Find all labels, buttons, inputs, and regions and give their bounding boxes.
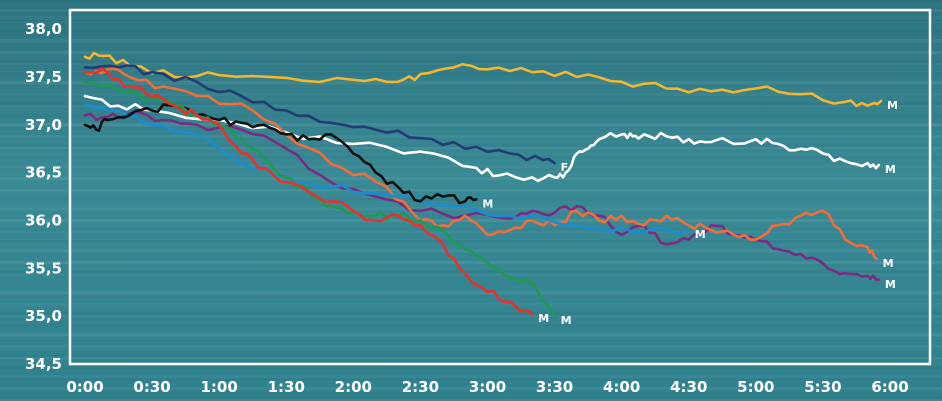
series-line (83, 51, 883, 108)
x-tick-label: 1:30 (268, 378, 305, 396)
series-end-label: M (561, 314, 572, 327)
texture-streak (0, 270, 942, 274)
texture-streak (0, 105, 942, 107)
texture-streak (0, 303, 942, 306)
texture-streak (0, 18, 942, 22)
texture-streak (0, 315, 942, 317)
texture-streak (0, 84, 942, 86)
series-end-label: M (887, 99, 898, 112)
texture-streak (0, 126, 942, 128)
x-axis: 0:00 0:30 1:00 1:30 2:00 2:30 3:00 3:30 4:00 4:30… (66, 378, 908, 396)
series-end-label: M (482, 197, 493, 210)
texture-streak (0, 210, 942, 212)
texture-streak (0, 123, 942, 127)
texture-streak (0, 81, 942, 85)
series-layer (83, 51, 883, 318)
y-axis: 34,5 35,0 35,5 36,0 36,5 37,0 37,5 38,0 (25, 20, 62, 373)
x-tick-label: 3:00 (469, 378, 506, 396)
y-tick-label: 37,0 (25, 116, 62, 134)
series-end-label: F (561, 161, 569, 174)
y-tick-label: 37,5 (25, 68, 62, 86)
texture-streak (0, 189, 942, 191)
texture-streak (0, 186, 942, 190)
texture-streak (0, 312, 942, 316)
x-tick-label: 5:30 (804, 378, 841, 396)
y-tick-label: 35,0 (25, 307, 62, 325)
texture-streak (0, 7, 942, 10)
y-tick-label: 38,0 (25, 20, 62, 38)
texture-streak (0, 240, 942, 243)
texture-streak (0, 387, 942, 390)
texture-streak (0, 51, 942, 54)
texture-streak (0, 399, 942, 401)
series-end-label: M (695, 228, 706, 241)
x-tick-label: 4:30 (670, 378, 707, 396)
series-line (83, 67, 534, 316)
y-tick-label: 36,5 (25, 164, 62, 182)
y-tick-label: 34,5 (25, 355, 62, 373)
series-end-label: M (885, 278, 896, 291)
series-end-label: M (885, 163, 896, 176)
texture-streak (0, 16, 942, 20)
texture-streak (0, 333, 942, 337)
texture-streak (0, 156, 942, 159)
y-tick-label: 35,5 (25, 259, 62, 277)
x-tick-label: 0:30 (133, 378, 170, 396)
series-end-label: M (538, 312, 549, 325)
texture-streak (0, 114, 942, 117)
texture-streak (0, 231, 942, 233)
texture-streak (0, 273, 942, 275)
texture-streak (0, 366, 942, 369)
texture-streak (0, 252, 942, 254)
x-tick-label: 2:30 (402, 378, 439, 396)
texture-streak (0, 177, 942, 180)
texture-streak (0, 228, 942, 232)
texture-streak (0, 291, 942, 295)
texture-streak (0, 39, 942, 43)
texture-streak (0, 102, 942, 106)
texture-streak (0, 168, 942, 170)
x-tick-label: 0:00 (66, 378, 103, 396)
x-tick-label: 1:00 (201, 378, 238, 396)
texture-streak (0, 30, 942, 33)
x-tick-label: 4:00 (603, 378, 640, 396)
texture-streak (0, 324, 942, 327)
series-line (83, 94, 881, 183)
texture-streak (0, 345, 942, 348)
texture-streak (0, 396, 942, 400)
x-tick-label: 2:00 (335, 378, 372, 396)
x-tick-label: 5:00 (737, 378, 774, 396)
texture-streak (0, 357, 942, 359)
texture-streak (0, 0, 942, 2)
series-end-label: M (883, 257, 894, 270)
series-line (83, 67, 878, 261)
series-line (83, 103, 478, 205)
x-tick-label: 6:00 (871, 378, 908, 396)
texture-streak (0, 63, 942, 65)
texture-streak (0, 60, 942, 64)
plot-frame (68, 8, 932, 366)
texture-streak (0, 378, 942, 380)
texture-streak (0, 21, 942, 23)
texture-streak (0, 42, 942, 44)
series-line (83, 64, 556, 165)
texture-streak (0, 336, 942, 338)
texture-streak (0, 261, 942, 264)
series-line (83, 102, 691, 235)
texture-streak (0, 135, 942, 138)
texture-streak (0, 294, 942, 296)
x-tick-label: 3:30 (536, 378, 573, 396)
y-tick-label: 36,0 (25, 211, 62, 229)
